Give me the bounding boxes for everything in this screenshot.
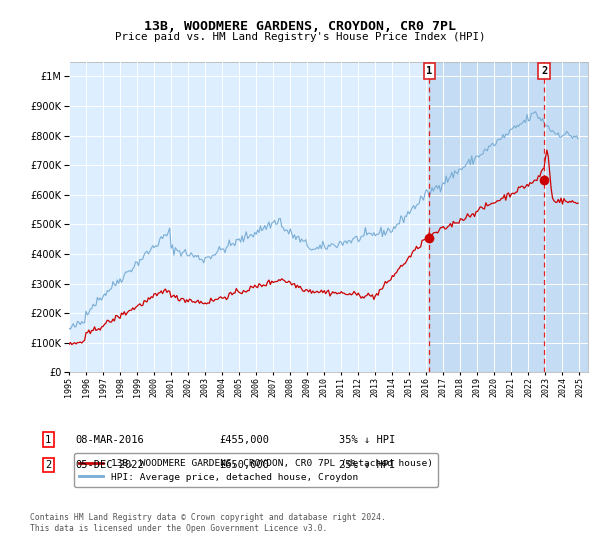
Text: 35% ↓ HPI: 35% ↓ HPI	[339, 435, 395, 445]
Legend: 13B, WOODMERE GARDENS, CROYDON, CR0 7PL (detached house), HPI: Average price, de: 13B, WOODMERE GARDENS, CROYDON, CR0 7PL …	[74, 453, 438, 487]
Text: 05-DEC-2022: 05-DEC-2022	[75, 460, 144, 470]
Text: £650,000: £650,000	[219, 460, 269, 470]
Text: 08-MAR-2016: 08-MAR-2016	[75, 435, 144, 445]
Text: 2: 2	[45, 460, 51, 470]
Text: 25% ↓ HPI: 25% ↓ HPI	[339, 460, 395, 470]
Text: £455,000: £455,000	[219, 435, 269, 445]
Text: Contains HM Land Registry data © Crown copyright and database right 2024.: Contains HM Land Registry data © Crown c…	[30, 513, 386, 522]
Text: 1: 1	[426, 66, 433, 76]
Text: 1: 1	[45, 435, 51, 445]
Text: Price paid vs. HM Land Registry's House Price Index (HPI): Price paid vs. HM Land Registry's House …	[115, 32, 485, 43]
Bar	[429, 62, 588, 372]
Text: This data is licensed under the Open Government Licence v3.0.: This data is licensed under the Open Gov…	[30, 524, 328, 533]
Text: 13B, WOODMERE GARDENS, CROYDON, CR0 7PL: 13B, WOODMERE GARDENS, CROYDON, CR0 7PL	[144, 20, 456, 32]
Text: 2: 2	[541, 66, 547, 76]
